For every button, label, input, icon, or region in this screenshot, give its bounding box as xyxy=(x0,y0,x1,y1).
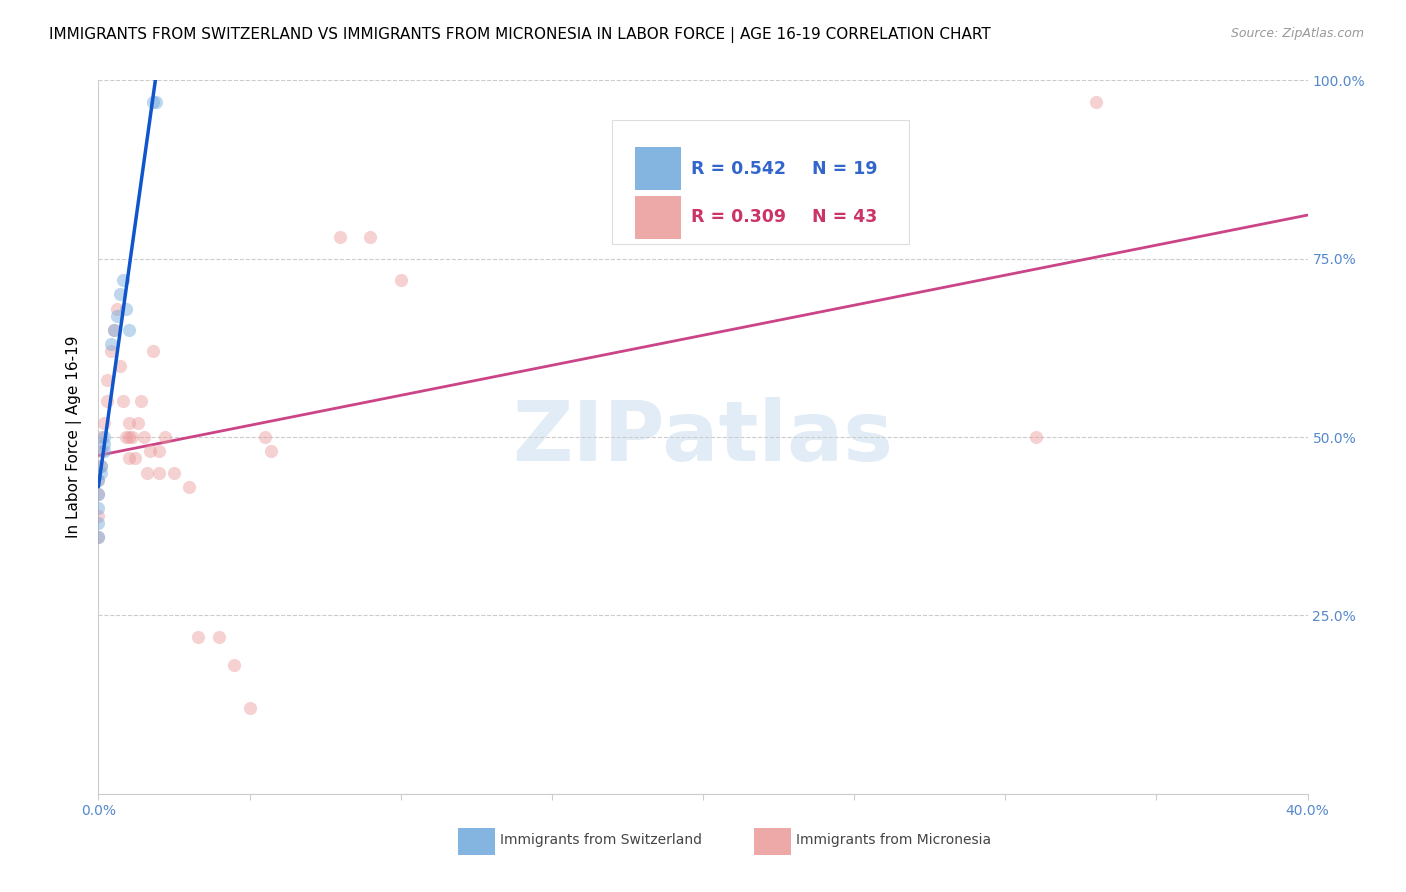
FancyBboxPatch shape xyxy=(636,195,682,239)
Point xyxy=(239,701,262,715)
Point xyxy=(118,416,141,430)
Point xyxy=(87,508,110,523)
Point xyxy=(135,466,157,480)
Point xyxy=(90,430,112,444)
Point xyxy=(153,430,176,444)
Point xyxy=(145,95,167,109)
Point xyxy=(87,516,110,530)
Point xyxy=(142,95,165,109)
Point xyxy=(87,473,110,487)
FancyBboxPatch shape xyxy=(613,120,908,244)
Point xyxy=(260,444,283,458)
Point xyxy=(87,530,110,544)
Point xyxy=(93,430,115,444)
Point xyxy=(142,344,165,359)
Point xyxy=(121,430,143,444)
Text: IMMIGRANTS FROM SWITZERLAND VS IMMIGRANTS FROM MICRONESIA IN LABOR FORCE | AGE 1: IMMIGRANTS FROM SWITZERLAND VS IMMIGRANT… xyxy=(49,27,991,43)
Point xyxy=(93,416,115,430)
Text: Immigrants from Switzerland: Immigrants from Switzerland xyxy=(501,833,702,847)
Point xyxy=(87,530,110,544)
Point xyxy=(108,287,131,301)
Point xyxy=(360,230,382,244)
FancyBboxPatch shape xyxy=(636,147,682,191)
Text: Source: ZipAtlas.com: Source: ZipAtlas.com xyxy=(1230,27,1364,40)
Point xyxy=(1085,95,1108,109)
Text: R = 0.542: R = 0.542 xyxy=(690,160,786,178)
Point xyxy=(100,337,122,351)
Point xyxy=(96,373,118,387)
Point xyxy=(105,309,128,323)
Point xyxy=(118,430,141,444)
Point xyxy=(224,658,246,673)
Point xyxy=(114,301,136,316)
Point xyxy=(127,416,149,430)
Point xyxy=(179,480,201,494)
Point xyxy=(1024,430,1046,444)
Point xyxy=(118,451,141,466)
Point xyxy=(124,451,146,466)
Point xyxy=(389,273,412,287)
Point xyxy=(87,487,110,501)
Point xyxy=(100,344,122,359)
Point xyxy=(208,630,231,644)
Point xyxy=(253,430,276,444)
Point xyxy=(93,444,115,458)
Text: Immigrants from Micronesia: Immigrants from Micronesia xyxy=(796,833,991,847)
Point xyxy=(148,466,170,480)
Point xyxy=(103,323,125,337)
Point xyxy=(118,323,141,337)
Point xyxy=(132,430,155,444)
Text: N = 43: N = 43 xyxy=(811,209,877,227)
Point xyxy=(90,458,112,473)
FancyBboxPatch shape xyxy=(457,828,495,855)
Point xyxy=(148,444,170,458)
Point xyxy=(90,458,112,473)
Point xyxy=(114,430,136,444)
Point xyxy=(87,487,110,501)
FancyBboxPatch shape xyxy=(754,828,792,855)
Point xyxy=(90,466,112,480)
Point xyxy=(187,630,209,644)
Point xyxy=(139,444,162,458)
Point xyxy=(96,394,118,409)
Point xyxy=(90,444,112,458)
Point xyxy=(93,437,115,451)
Text: R = 0.309: R = 0.309 xyxy=(690,209,786,227)
Point xyxy=(87,473,110,487)
Point xyxy=(111,394,134,409)
Point xyxy=(329,230,352,244)
Point xyxy=(103,323,125,337)
Point xyxy=(163,466,186,480)
Point xyxy=(105,301,128,316)
Point xyxy=(111,273,134,287)
Point xyxy=(87,501,110,516)
Text: ZIPatlas: ZIPatlas xyxy=(513,397,893,477)
Y-axis label: In Labor Force | Age 16-19: In Labor Force | Age 16-19 xyxy=(66,335,83,539)
Point xyxy=(129,394,152,409)
Text: N = 19: N = 19 xyxy=(811,160,877,178)
Point xyxy=(108,359,131,373)
